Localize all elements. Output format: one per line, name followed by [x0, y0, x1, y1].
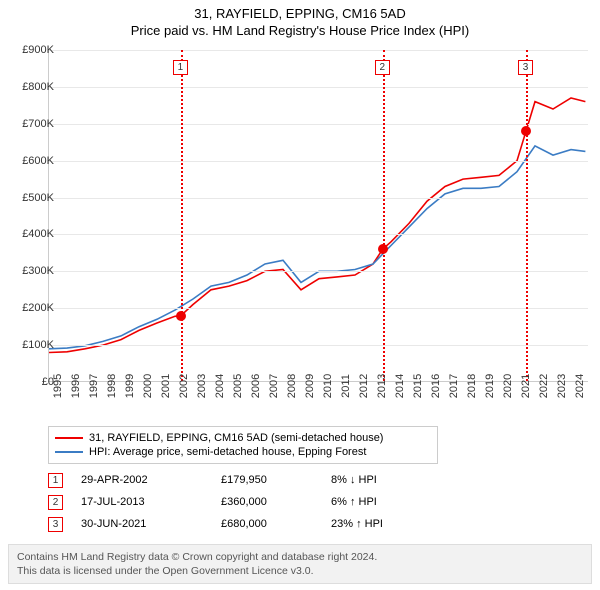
sales-table: 1 29-APR-2002£179,9508% ↓ HPI 2 17-JUL-2013…: [48, 469, 441, 535]
sales-row-price: £179,950: [221, 474, 331, 486]
chart-subtitle: Price paid vs. HM Land Registry's House …: [0, 21, 600, 38]
footer-line-2: This data is licensed under the Open Gov…: [17, 564, 583, 578]
legend-swatch: [55, 451, 83, 453]
x-axis-label: 2014: [394, 374, 406, 398]
gridline: [49, 345, 588, 346]
y-axis-label: £700K: [22, 118, 54, 130]
x-axis-label: 2000: [142, 374, 154, 398]
sales-row-hpi: 23% ↑ HPI: [331, 518, 441, 530]
legend-box: 31, RAYFIELD, EPPING, CM16 5AD (semi-det…: [48, 426, 438, 464]
sale-marker-badge: 1: [173, 60, 188, 75]
x-axis-label: 1999: [124, 374, 136, 398]
y-axis-label: £500K: [22, 192, 54, 204]
sales-row-badge: 1: [48, 473, 63, 488]
sale-marker-dot: [378, 244, 388, 254]
x-axis-label: 2021: [520, 374, 532, 398]
x-axis-label: 1997: [88, 374, 100, 398]
gridline: [49, 271, 588, 272]
x-axis-label: 2016: [430, 374, 442, 398]
sale-marker-dot: [176, 311, 186, 321]
x-axis-label: 2007: [268, 374, 280, 398]
legend-item: 31, RAYFIELD, EPPING, CM16 5AD (semi-det…: [55, 431, 431, 445]
plot-area: 1 2 3: [48, 50, 588, 382]
x-axis-label: 2002: [178, 374, 190, 398]
y-axis-label: £100K: [22, 339, 54, 351]
y-axis-label: £600K: [22, 155, 54, 167]
x-axis-label: 2024: [574, 374, 586, 398]
x-axis-label: 2013: [376, 374, 388, 398]
footer-line-1: Contains HM Land Registry data © Crown c…: [17, 550, 583, 564]
x-axis-label: 2006: [250, 374, 262, 398]
series-line-hpi: [49, 146, 585, 349]
x-axis-label: 2022: [538, 374, 550, 398]
gridline: [49, 50, 588, 51]
y-axis-label: £200K: [22, 302, 54, 314]
chart-title: 31, RAYFIELD, EPPING, CM16 5AD: [0, 0, 600, 21]
gridline: [49, 124, 588, 125]
x-axis-label: 2012: [358, 374, 370, 398]
legend-label: HPI: Average price, semi-detached house,…: [89, 446, 366, 458]
x-axis-label: 2018: [466, 374, 478, 398]
gridline: [49, 308, 588, 309]
sale-marker-dot: [521, 126, 531, 136]
gridline: [49, 234, 588, 235]
sale-marker-line: [526, 50, 528, 381]
gridline: [49, 161, 588, 162]
sale-marker-line: [383, 50, 385, 381]
x-axis-label: 2015: [412, 374, 424, 398]
y-axis-label: £800K: [22, 81, 54, 93]
x-axis-label: 2020: [502, 374, 514, 398]
x-axis-label: 2001: [160, 374, 172, 398]
series-line-price_paid: [49, 98, 585, 353]
x-axis-label: 2009: [304, 374, 316, 398]
y-axis-label: £400K: [22, 228, 54, 240]
x-axis-label: 2004: [214, 374, 226, 398]
sales-row-badge: 2: [48, 495, 63, 510]
gridline: [49, 198, 588, 199]
x-axis-label: 2023: [556, 374, 568, 398]
x-axis-label: 1995: [52, 374, 64, 398]
sales-row-badge: 3: [48, 517, 63, 532]
x-axis-label: 1998: [106, 374, 118, 398]
x-axis-label: 2010: [322, 374, 334, 398]
sale-marker-badge: 3: [518, 60, 533, 75]
y-axis-label: £300K: [22, 265, 54, 277]
sales-row-date: 17-JUL-2013: [81, 496, 221, 508]
x-axis-label: 1996: [70, 374, 82, 398]
legend-label: 31, RAYFIELD, EPPING, CM16 5AD (semi-det…: [89, 432, 383, 444]
gridline: [49, 87, 588, 88]
sales-row: 2 17-JUL-2013£360,0006% ↑ HPI: [48, 491, 441, 513]
sale-marker-line: [181, 50, 183, 381]
sales-row-price: £360,000: [221, 496, 331, 508]
x-axis-label: 2011: [340, 374, 352, 398]
y-axis-label: £900K: [22, 44, 54, 56]
sales-row-hpi: 8% ↓ HPI: [331, 474, 441, 486]
sales-row-date: 29-APR-2002: [81, 474, 221, 486]
chart-svg: [49, 50, 589, 382]
x-axis-label: 2019: [484, 374, 496, 398]
legend-item: HPI: Average price, semi-detached house,…: [55, 445, 431, 459]
sales-row: 3 30-JUN-2021£680,00023% ↑ HPI: [48, 513, 441, 535]
attribution-footer: Contains HM Land Registry data © Crown c…: [8, 544, 592, 584]
x-axis-label: 2017: [448, 374, 460, 398]
legend-swatch: [55, 437, 83, 439]
x-axis-label: 2003: [196, 374, 208, 398]
chart-container: 31, RAYFIELD, EPPING, CM16 5AD Price pai…: [0, 0, 600, 590]
sales-row-price: £680,000: [221, 518, 331, 530]
x-axis-label: 2008: [286, 374, 298, 398]
sales-row-date: 30-JUN-2021: [81, 518, 221, 530]
sales-row: 1 29-APR-2002£179,9508% ↓ HPI: [48, 469, 441, 491]
sales-row-hpi: 6% ↑ HPI: [331, 496, 441, 508]
sale-marker-badge: 2: [375, 60, 390, 75]
x-axis-label: 2005: [232, 374, 244, 398]
